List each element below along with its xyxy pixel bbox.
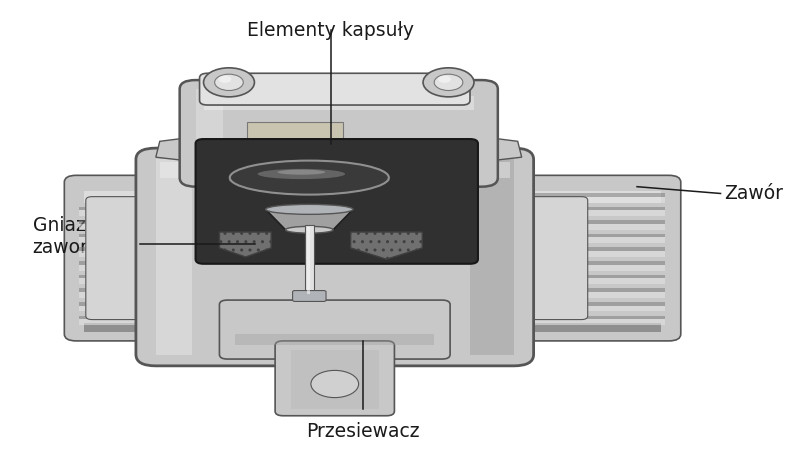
Bar: [291, 350, 378, 409]
Bar: [203, 96, 474, 110]
Circle shape: [203, 68, 254, 97]
Bar: [160, 162, 510, 177]
Bar: [247, 122, 342, 139]
Bar: [494, 292, 665, 298]
Bar: [78, 220, 210, 224]
Bar: [307, 227, 310, 294]
Bar: [78, 207, 210, 210]
Bar: [84, 323, 207, 332]
Bar: [78, 261, 210, 265]
FancyBboxPatch shape: [471, 192, 528, 324]
Bar: [494, 315, 665, 319]
Bar: [498, 323, 661, 332]
Bar: [494, 238, 665, 243]
Bar: [494, 278, 665, 284]
Bar: [305, 225, 314, 296]
Bar: [78, 302, 210, 305]
FancyBboxPatch shape: [136, 148, 534, 366]
Bar: [494, 224, 665, 230]
FancyBboxPatch shape: [478, 175, 681, 341]
Bar: [494, 251, 665, 257]
Bar: [78, 265, 210, 271]
Ellipse shape: [286, 227, 333, 233]
Ellipse shape: [230, 161, 389, 195]
FancyBboxPatch shape: [219, 300, 450, 359]
Polygon shape: [482, 137, 522, 162]
FancyBboxPatch shape: [293, 291, 326, 302]
Text: Przesiewacz: Przesiewacz: [306, 422, 419, 440]
Circle shape: [438, 76, 451, 83]
Bar: [494, 210, 665, 216]
Bar: [78, 248, 210, 251]
Bar: [84, 191, 207, 202]
Text: Gniazdo
zaworu: Gniazdo zaworu: [33, 216, 109, 257]
Bar: [78, 288, 210, 292]
FancyBboxPatch shape: [86, 197, 158, 319]
Bar: [470, 159, 514, 354]
Ellipse shape: [278, 170, 326, 175]
Bar: [78, 238, 210, 243]
Bar: [78, 319, 210, 325]
Bar: [78, 210, 210, 216]
Bar: [494, 193, 665, 197]
Circle shape: [423, 68, 474, 97]
FancyBboxPatch shape: [142, 192, 198, 324]
Bar: [78, 251, 210, 257]
FancyBboxPatch shape: [195, 139, 478, 264]
Bar: [78, 315, 210, 319]
Bar: [78, 305, 210, 311]
Bar: [78, 224, 210, 230]
Polygon shape: [350, 232, 422, 259]
FancyBboxPatch shape: [275, 341, 394, 416]
FancyBboxPatch shape: [503, 197, 588, 319]
Circle shape: [434, 74, 463, 91]
Bar: [494, 234, 665, 238]
Ellipse shape: [230, 173, 389, 187]
Ellipse shape: [258, 169, 345, 179]
Bar: [494, 207, 665, 210]
Bar: [78, 278, 210, 284]
FancyBboxPatch shape: [180, 80, 498, 187]
Bar: [494, 261, 665, 265]
Polygon shape: [266, 209, 353, 230]
Bar: [494, 248, 665, 251]
Ellipse shape: [266, 204, 353, 214]
Text: Elementy kapsuły: Elementy kapsuły: [247, 21, 414, 40]
Polygon shape: [219, 232, 271, 257]
Bar: [78, 275, 210, 278]
Polygon shape: [156, 137, 195, 162]
Bar: [494, 265, 665, 271]
Bar: [494, 302, 665, 305]
Bar: [494, 197, 665, 202]
Bar: [156, 159, 191, 354]
Bar: [494, 275, 665, 278]
Text: Zawór: Zawór: [725, 184, 783, 203]
FancyBboxPatch shape: [64, 175, 227, 341]
Circle shape: [214, 74, 243, 91]
Bar: [494, 220, 665, 224]
Bar: [494, 319, 665, 325]
Circle shape: [311, 370, 358, 398]
Circle shape: [218, 76, 231, 83]
Bar: [203, 166, 474, 175]
Bar: [78, 292, 210, 298]
Bar: [235, 334, 434, 345]
Bar: [498, 191, 661, 202]
FancyBboxPatch shape: [199, 73, 470, 105]
Bar: [494, 288, 665, 292]
Bar: [494, 305, 665, 311]
Bar: [195, 89, 223, 164]
Bar: [78, 234, 210, 238]
